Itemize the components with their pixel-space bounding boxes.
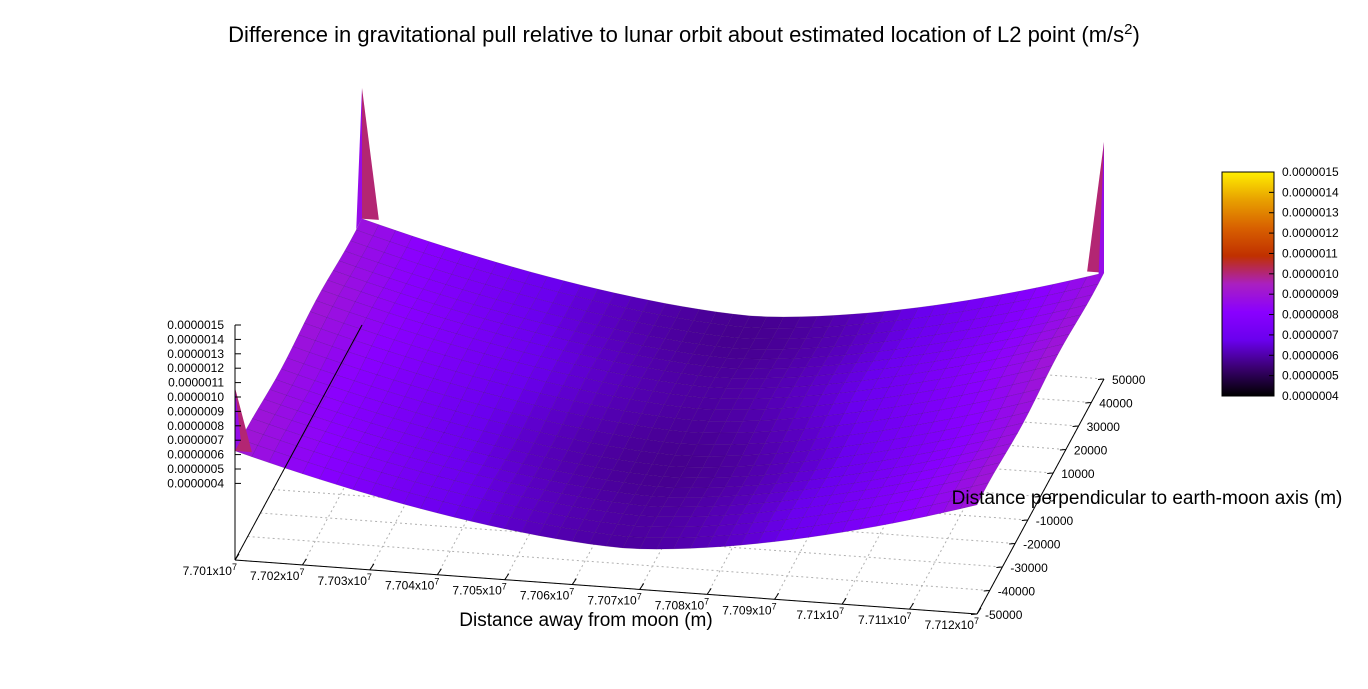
x-tick-label: 7.704x107: [385, 577, 439, 593]
corner-spike: [356, 88, 362, 230]
z-tick-label: 0.0000015: [167, 318, 224, 332]
corner-spike: [1098, 142, 1104, 284]
colorbar-tick-label: 0.0000015: [1282, 165, 1339, 179]
surface-cell: [1000, 422, 1024, 438]
x-tick-label: 7.712x107: [925, 616, 979, 632]
y-tick-label: -30000: [1010, 561, 1048, 575]
x-tick-label: 7.71x107: [796, 606, 844, 622]
y-tick-label: -40000: [998, 585, 1036, 599]
z-tick-label: 0.0000010: [167, 390, 224, 404]
z-tick-label: 0.0000009: [167, 404, 224, 418]
surface-cell: [982, 452, 1007, 468]
x-tick-label: 7.702x107: [250, 567, 304, 583]
colorbar: 0.0000004 0.0000005 0.0000006 0.0000007 0.00…: [1221, 165, 1339, 403]
colorbar-tick-label: 0.0000007: [1282, 328, 1339, 342]
z-tick-label: 0.0000007: [167, 433, 224, 447]
surface-cell: [1023, 376, 1047, 394]
colorbar-tick-label: 0.0000011: [1282, 246, 1338, 260]
y-tick-label: -20000: [1023, 538, 1061, 552]
z-tick-label: 0.0000008: [167, 419, 224, 433]
chart-title: Difference in gravitational pull relativ…: [228, 21, 1140, 47]
x-tick-label: 7.708x107: [655, 596, 709, 612]
x-axis-line: [234, 559, 978, 615]
surface-cell: [1063, 304, 1088, 320]
corner-spike: [362, 88, 379, 220]
x-tick-label: 7.711x107: [858, 611, 912, 627]
corner-spike: [235, 387, 241, 451]
colorbar-tick-label: 0.0000005: [1282, 369, 1339, 383]
surface-cell: [1069, 294, 1093, 310]
colorbar-tick-label: 0.0000008: [1282, 308, 1339, 322]
x-tick-label: 7.703x107: [318, 572, 372, 588]
x-tick-label: 7.706x107: [520, 587, 574, 603]
colorbar-tick-label: 0.0000004: [1282, 389, 1339, 403]
y-tick-label: 50000: [1112, 373, 1146, 387]
colorbar-tick-label: 0.0000009: [1282, 287, 1339, 301]
y-tick-label: 10000: [1061, 467, 1095, 481]
y-tick-label: 0: [1049, 491, 1056, 505]
z-tick-label: 0.0000012: [167, 361, 224, 375]
colorbar-tick-label: 0.0000014: [1282, 185, 1339, 199]
tick-labels: 7.701x107 7.702x107 7.703x107 7.704x107 7.70…: [167, 318, 1145, 632]
y-tick-label: 40000: [1099, 397, 1133, 411]
x-tick-label: 7.709x107: [722, 601, 776, 617]
y-axis-label: Distance perpendicular to earth-moon axi…: [952, 488, 1343, 509]
x-tick-label: 7.705x107: [452, 582, 506, 598]
colorbar-gradient: [1221, 171, 1275, 397]
corner-spike: [1087, 142, 1104, 273]
surface-cell: [1075, 283, 1099, 300]
surface-cell: [976, 462, 1001, 477]
x-axis-label: Distance away from moon (m): [459, 610, 712, 631]
surface-cell: [988, 443, 1013, 458]
z-tick-label: 0.0000006: [167, 448, 224, 462]
surface-cell: [1028, 365, 1053, 382]
y-tick-label: -50000: [985, 608, 1023, 622]
y-axis-back-line: [234, 324, 363, 561]
z-tick-label: 0.0000011: [168, 376, 224, 390]
z-tick-label: 0.0000013: [167, 347, 224, 361]
surface-cell: [994, 433, 1018, 448]
surface-cell: [1057, 314, 1082, 329]
surface-mesh: [234, 88, 1105, 550]
colorbar-tick-label: 0.0000012: [1282, 226, 1339, 240]
surface-cell: [965, 482, 990, 498]
y-tick-label: -10000: [1036, 514, 1074, 528]
colorbar-tick-label: 0.0000013: [1282, 206, 1339, 220]
surface-cell: [1034, 354, 1059, 370]
z-tick-label: 0.0000005: [167, 462, 224, 476]
y-tick-label: 30000: [1087, 420, 1121, 434]
colorbar-tick-label: 0.0000006: [1282, 348, 1339, 362]
surface-cell: [959, 493, 984, 510]
z-tick-label: 0.0000014: [167, 332, 224, 346]
surface-cell: [1005, 411, 1030, 428]
surface-cell: [971, 472, 995, 488]
x-tick-label: 7.701x107: [183, 562, 237, 578]
surface-cell: [1051, 324, 1076, 339]
colorbar-tick-label: 0.0000010: [1282, 267, 1339, 281]
y-tick-label: 20000: [1074, 444, 1108, 458]
surface-cell: [1040, 343, 1065, 359]
z-tick-label: 0.0000004: [167, 476, 224, 490]
x-tick-label: 7.707x107: [587, 591, 641, 607]
